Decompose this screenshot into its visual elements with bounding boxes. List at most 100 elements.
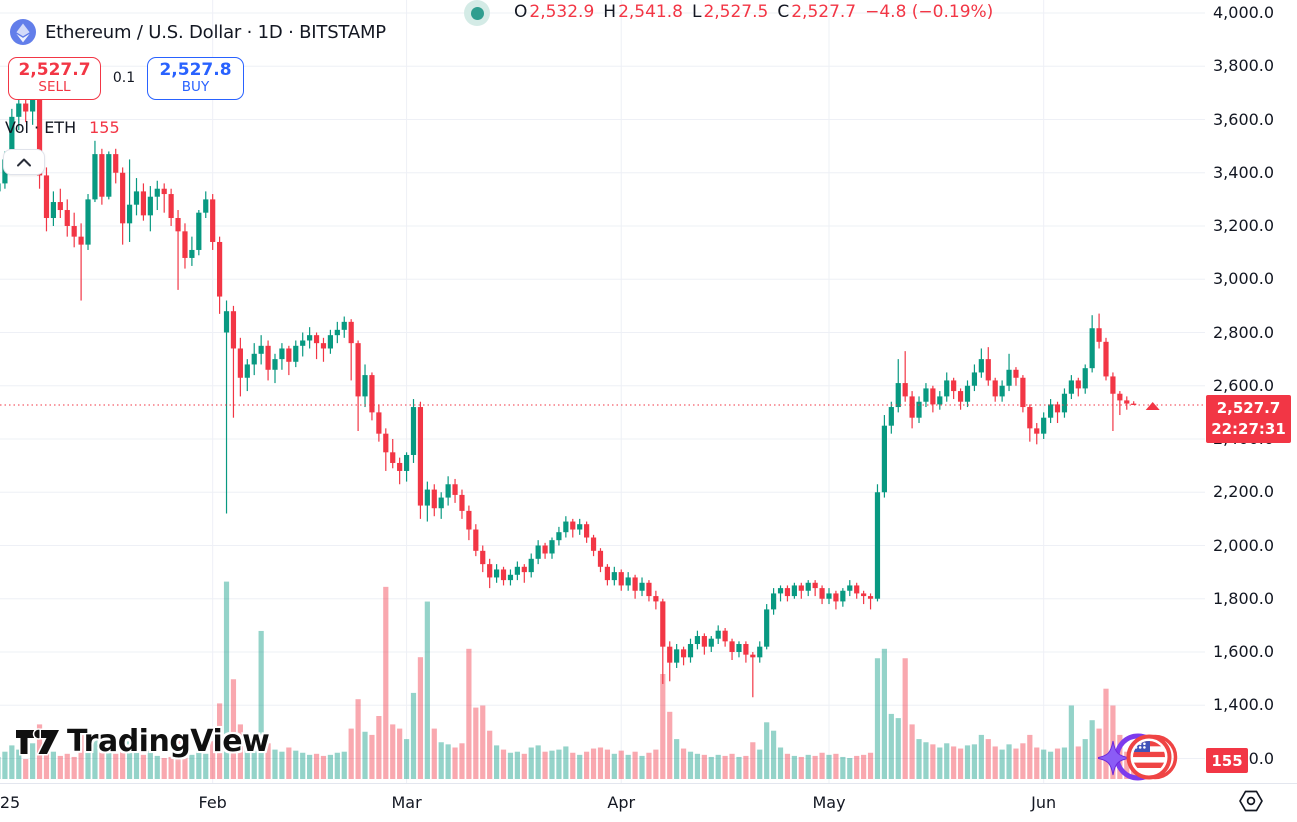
volume-bar [861, 754, 867, 779]
candle-body [189, 249, 195, 258]
volume-bar [106, 747, 112, 779]
volume-bar [909, 724, 915, 779]
candle-body [542, 545, 548, 554]
volume-bar [937, 747, 943, 779]
volume-bar [771, 730, 777, 779]
volume-bar [833, 753, 839, 779]
candle-body [549, 540, 555, 554]
volume-bar [764, 722, 770, 779]
candle-body [625, 577, 631, 586]
time-axis[interactable]: 25 Feb Mar Apr May Jun [0, 783, 1297, 822]
symbol-header[interactable]: Ethereum / U.S. Dollar · 1D · BITSTAMP [10, 18, 386, 46]
candle-body [902, 383, 908, 397]
chevron-up-icon [17, 158, 31, 166]
volume-bar [1027, 734, 1033, 779]
candle-body [410, 407, 417, 455]
volume-bar [556, 749, 562, 779]
volume-bar [424, 601, 430, 779]
candle-body [362, 375, 368, 397]
candle-body [777, 588, 784, 594]
candle-body [175, 218, 181, 232]
volume-bar [383, 586, 389, 779]
candle-body [36, 95, 43, 176]
volume-bar [708, 756, 714, 779]
candle-body [791, 585, 797, 597]
volume-bar [847, 758, 853, 779]
price-axis-label: 3,600.0 [1213, 109, 1275, 129]
candle-body [133, 191, 140, 205]
candle-body [92, 154, 98, 200]
volume-bar [445, 744, 451, 779]
candle-body [217, 241, 223, 297]
volume-bar [175, 739, 181, 779]
candle-body [182, 231, 188, 258]
volume-bar [826, 754, 832, 779]
volume-bar [563, 746, 569, 779]
candle-body [819, 588, 825, 599]
tradingview-watermark[interactable]: TradingView [14, 722, 270, 760]
volume-bar [791, 755, 797, 779]
volume-bar [1089, 720, 1095, 779]
pane-collapse-button[interactable] [3, 149, 45, 175]
candle-body [307, 335, 313, 341]
candle-body [71, 226, 77, 237]
candle-body [1131, 403, 1137, 405]
volume-bar [244, 744, 250, 779]
volume-bar [133, 752, 140, 779]
spread-value: 0.1 [112, 70, 136, 86]
sparkle-icon [1098, 740, 1131, 776]
last-price-marker [1145, 401, 1160, 410]
candle-body [424, 489, 430, 506]
bar-countdown: 22:27:31 [1211, 420, 1286, 438]
candle-body [798, 585, 804, 591]
volume-study-legend[interactable]: Vol · ETH 155 [5, 118, 120, 137]
candle-body [30, 95, 36, 112]
volume-bar [313, 753, 320, 779]
volume-bar [874, 658, 881, 779]
candle-body [279, 348, 285, 360]
candle-body [611, 572, 617, 581]
candle-body [417, 407, 424, 506]
candle-body [1054, 404, 1061, 413]
price-axis-label: 1,600.0 [1213, 642, 1275, 661]
volume-bar [237, 724, 243, 779]
candle-body [99, 154, 105, 197]
candle-body [1061, 393, 1068, 413]
candle-body [916, 401, 922, 418]
candle-body [951, 380, 957, 392]
candle-body [840, 590, 846, 602]
volume-bar [964, 745, 971, 779]
volume-bar [92, 738, 98, 779]
volume-bar [397, 728, 403, 779]
candle-body [715, 630, 721, 639]
low-label: L [691, 2, 702, 22]
volume-bar [507, 752, 514, 779]
volume-bar [549, 750, 555, 779]
symbol-title[interactable]: Ethereum / U.S. Dollar · 1D · BITSTAMP [45, 21, 386, 43]
candle-body [847, 585, 853, 591]
volume-bar [279, 751, 285, 779]
candle-body [369, 375, 375, 413]
volume-bar [611, 753, 617, 779]
candle-body [459, 494, 465, 511]
candle-body [64, 210, 70, 226]
low-value: 2,527.5 [703, 2, 769, 22]
market-status-icon[interactable] [464, 0, 490, 26]
candle-body [251, 353, 257, 365]
price-axis[interactable]: 4,000.0 3,800.0 3,600.0 3,400.0 3,200.0 3,000… [1205, 0, 1297, 783]
buy-button[interactable]: 2,527.8 BUY [147, 57, 244, 100]
floating-icons[interactable] [1098, 727, 1178, 789]
volume-bar [9, 745, 15, 779]
volume-bar [1096, 728, 1102, 779]
volume-bar [251, 748, 257, 779]
price-axis-label: 2,200.0 [1213, 482, 1275, 502]
hexagon-settings-icon[interactable] [1237, 787, 1265, 815]
candle-body [604, 566, 610, 581]
sell-button[interactable]: 2,527.7 SELL [8, 57, 101, 100]
volume-bar [694, 753, 701, 779]
volume-bar [625, 754, 631, 779]
candle-body [438, 497, 444, 509]
volume-bar [646, 752, 652, 779]
candle-body [867, 596, 874, 599]
